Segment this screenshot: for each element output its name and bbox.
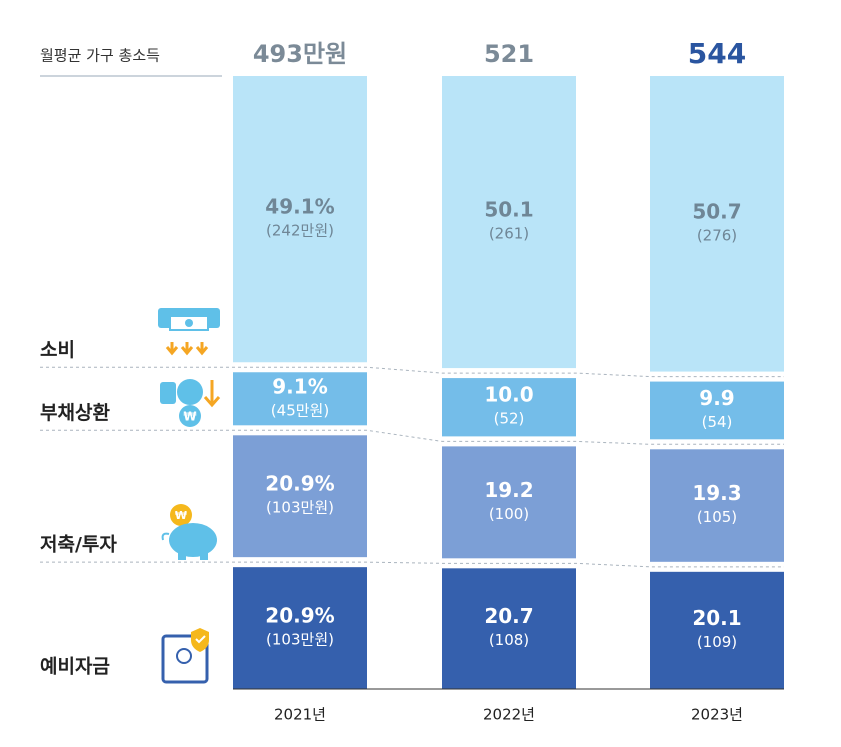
piggy-icon: ₩ xyxy=(161,504,217,560)
dashed-connector xyxy=(40,429,784,445)
value-label: 9.1% xyxy=(272,374,327,398)
safe-icon xyxy=(161,628,209,684)
series-label: 저축/투자 xyxy=(40,534,117,556)
value-label: 10.0 xyxy=(484,383,533,407)
amount-label: (52) xyxy=(494,410,525,428)
series-label: 소비 xyxy=(40,339,75,361)
bar-segment xyxy=(442,446,576,559)
value-label: 20.1 xyxy=(692,606,741,630)
value-label: 20.9% xyxy=(265,472,334,496)
won-symbol: ₩ xyxy=(175,509,187,522)
series-label: 예비자금 xyxy=(40,656,110,678)
amount-label: (276) xyxy=(697,226,737,244)
total-label: 493만원 xyxy=(253,40,347,68)
amount-label: (261) xyxy=(489,225,529,243)
x-tick-label: 2022년 xyxy=(483,706,535,724)
value-label: 9.9 xyxy=(699,386,734,410)
won-symbol: ₩ xyxy=(183,410,197,424)
bar-segment xyxy=(650,571,784,689)
value-label: 20.7 xyxy=(484,604,533,628)
connectors xyxy=(40,366,784,568)
amount-label: (109) xyxy=(697,633,737,651)
value-label: 50.1 xyxy=(484,198,533,222)
amount-label: (103만원) xyxy=(266,631,334,649)
amount-label: (54) xyxy=(702,413,733,431)
x-tick-label: 2023년 xyxy=(691,706,743,724)
icons: ₩ ₩ xyxy=(158,308,221,684)
value-label: 19.3 xyxy=(692,481,741,505)
total-label: 544 xyxy=(688,37,746,70)
value-label: 49.1% xyxy=(265,195,334,219)
amount-label: (103만원) xyxy=(266,499,334,517)
value-label: 50.7 xyxy=(692,199,741,223)
amount-label: (100) xyxy=(489,505,529,523)
dashed-connector xyxy=(40,561,784,568)
value-label: 19.2 xyxy=(484,478,533,502)
x-tick-label: 2021년 xyxy=(274,706,326,724)
bar-segment xyxy=(233,76,367,363)
bar-segment xyxy=(233,567,367,689)
bar-segment xyxy=(442,378,576,437)
amount-label: (242만원) xyxy=(266,222,334,240)
header-label: 월평균 가구 총소득 xyxy=(40,47,160,65)
bar-segment xyxy=(650,76,784,372)
dashed-connector xyxy=(40,366,784,378)
bar-segment xyxy=(233,372,367,426)
total-label: 521 xyxy=(484,40,534,68)
bar-segment xyxy=(650,381,784,440)
bar-segment xyxy=(442,568,576,689)
series-label: 부채상환 xyxy=(40,402,110,424)
value-label: 20.9% xyxy=(265,604,334,628)
amount-label: (105) xyxy=(697,508,737,526)
bar-segment xyxy=(650,449,784,562)
amount-label: (108) xyxy=(489,631,529,649)
amount-label: (45만원) xyxy=(271,401,329,419)
bar-segment xyxy=(442,76,576,369)
atm-icon xyxy=(158,308,220,356)
debt-icon: ₩ xyxy=(160,379,221,427)
bar-segment xyxy=(233,435,367,558)
